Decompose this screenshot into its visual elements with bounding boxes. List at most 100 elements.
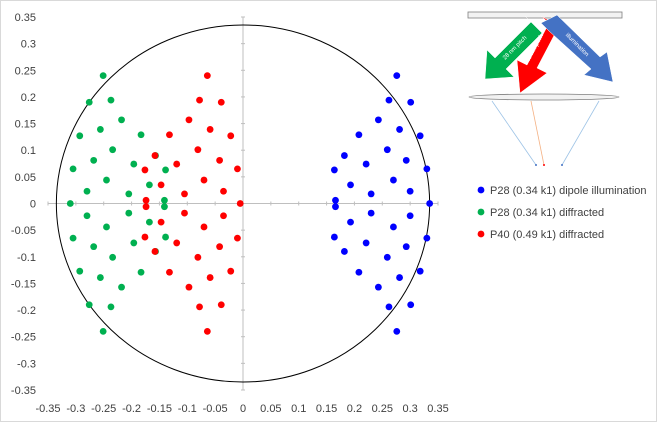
data-point-series-2 [161,203,168,211]
data-point-series-3 [217,301,225,309]
data-point-series-2 [125,209,133,217]
y-tick-label: 0.05 [15,172,36,184]
data-point-series-2 [130,239,138,247]
x-tick-label: 0.3 [402,403,417,415]
data-point-series-1 [406,212,414,220]
data-point-series-3 [142,196,150,204]
legend-label: P40 (0.49 k1) diffracted [490,229,604,241]
ray-line [491,100,537,166]
data-point-series-3 [234,234,241,242]
data-point-series-2 [90,243,98,251]
x-tick-label: 0.1 [291,403,306,415]
y-tick-label: 0.15 [15,119,36,131]
data-point-series-1 [396,126,403,133]
data-point-series-2 [96,274,104,281]
data-point-series-2 [146,181,153,189]
data-point-series-1 [332,196,339,204]
data-point-series-2 [107,303,115,311]
data-point-series-1 [393,72,401,80]
data-point-series-3 [227,132,235,140]
data-point-series-2 [76,267,84,275]
data-point-series-2 [107,96,115,104]
data-point-series-3 [166,268,173,276]
data-point-series-2 [83,187,91,195]
data-point-series-3 [194,253,202,261]
data-point-series-2 [109,146,117,154]
diffraction-arrow [484,15,543,80]
data-point-series-3 [234,165,241,173]
y-tick-label: 0 [30,199,36,211]
data-point-series-1 [390,223,397,231]
data-point-series-1 [362,160,370,168]
data-point-series-1 [367,209,375,217]
diffraction-arrow [516,15,560,94]
data-point-series-1 [330,233,338,241]
data-point-series-2 [103,223,110,231]
data-point-series-2 [137,131,145,139]
y-tick-label: -0.1 [17,252,36,264]
data-point-series-1 [341,152,348,159]
data-point-series-3 [157,181,165,189]
legend-marker [477,186,485,194]
data-point-series-3 [194,146,202,154]
x-tick-label: -0.35 [35,403,60,415]
y-tick-label: 0.3 [21,39,36,51]
x-tick-label: -0.25 [91,403,116,415]
data-point-series-2 [146,218,153,226]
legend-marker [477,208,485,216]
data-point-series-2 [118,283,125,291]
data-point-series-3 [151,152,159,159]
y-tick-label: 0.2 [21,92,36,104]
data-point-series-2 [69,165,77,173]
y-tick-label: 0.35 [15,12,36,24]
data-point-series-2 [66,200,74,207]
data-point-series-1 [367,190,375,198]
data-point-series-1 [407,98,415,106]
data-point-series-3 [217,98,225,106]
legend-marker [477,230,485,238]
data-point-series-1 [385,303,393,311]
data-point-series-1 [402,243,410,251]
x-tick-label: -0.3 [66,403,85,415]
data-point-series-3 [206,126,214,133]
x-tick-label: 0 [240,403,246,415]
data-point-series-2 [83,212,91,220]
data-point-series-3 [236,200,244,207]
data-point-series-3 [157,218,165,226]
legend: P28 (0.34 k1) dipole illumination P28 (0.… [477,185,647,241]
data-point-series-2 [69,234,77,242]
data-point-series-2 [103,176,110,184]
x-tick-label: -0.05 [203,403,228,415]
legend-label: P28 (0.34 k1) diffracted [490,207,604,219]
data-point-series-2 [137,268,145,276]
data-point-series-3 [151,248,159,255]
data-point-series-3 [227,267,235,275]
x-tick-label: -0.1 [178,403,197,415]
diffraction-arrow [540,14,614,83]
data-point-series-3 [216,156,224,164]
lens [468,93,620,101]
data-point-series-2 [85,301,93,309]
data-point-series-2 [125,190,133,198]
data-point-series-1 [383,253,391,261]
y-tick-label: -0.3 [17,358,36,370]
x-tick-label: -0.2 [122,403,141,415]
x-tick-label: 0.05 [260,403,281,415]
tick-labels: -0.35 -0.3 -0.25 -0.2 -0.15 -0.1 -0.05 0 0.05 0.1… [11,12,449,415]
data-point-series-1 [406,187,414,195]
data-point-series-1 [374,283,382,291]
y-tick-label: -0.05 [11,225,36,237]
data-point-series-2 [162,166,169,174]
data-point-series-3 [216,243,224,251]
data-point-series-1 [332,203,339,211]
data-point-series-3 [203,72,211,80]
data-point-series-1 [374,116,382,124]
y-tick-label: -0.15 [11,278,36,290]
data-point-series-2 [76,132,84,140]
data-point-series-1 [341,248,348,255]
data-point-series-1 [423,234,431,242]
data-point-series-1 [355,131,363,139]
y-tick-label: 0.1 [21,145,36,157]
